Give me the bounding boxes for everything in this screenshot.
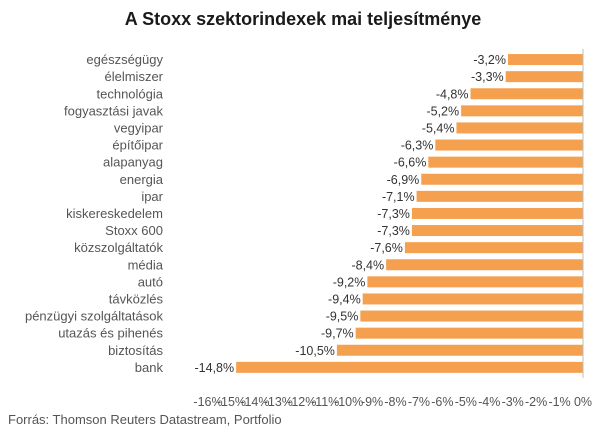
category-label: utazás és pihenés (58, 326, 163, 341)
category-label: építőipar (112, 138, 163, 153)
bar (508, 54, 583, 66)
bar (404, 242, 583, 254)
category-label: média (128, 257, 164, 272)
x-tick-label: -2% (525, 395, 547, 409)
x-tick-label: -6% (431, 395, 453, 409)
bar (470, 88, 583, 100)
value-label: -9,4% (328, 292, 361, 306)
value-label: -8,4% (351, 258, 384, 272)
value-label: -5,2% (426, 104, 459, 118)
x-tick-label: -3% (502, 395, 524, 409)
bar (236, 361, 583, 373)
x-tick-label: -12% (287, 395, 316, 409)
category-label: bank (135, 360, 164, 375)
category-label: egészségügy (86, 52, 163, 67)
bar (416, 190, 583, 202)
x-tick-label: -16% (193, 395, 222, 409)
value-label: -9,5% (326, 310, 359, 324)
bar (421, 173, 583, 185)
value-label: -6,3% (401, 139, 434, 153)
bar (386, 259, 583, 271)
bar (355, 327, 583, 339)
value-label: -10,5% (295, 344, 335, 358)
value-label: -3,2% (473, 53, 506, 67)
x-tick-label: -8% (384, 395, 406, 409)
x-tick-label: -7% (408, 395, 430, 409)
bar (367, 276, 583, 288)
bar (362, 293, 583, 305)
x-tick-label: -11% (311, 395, 339, 409)
value-label: -5,4% (422, 121, 455, 135)
category-label: távközlés (109, 291, 164, 306)
bar (411, 207, 583, 219)
value-label: -6,6% (394, 156, 427, 170)
bar (428, 156, 583, 168)
x-tick-label: -10% (334, 395, 363, 409)
value-label: -4,8% (436, 87, 469, 101)
value-label: -14,8% (195, 361, 235, 375)
category-label: biztosítás (108, 343, 163, 358)
category-label: technológia (97, 86, 164, 101)
value-label: -7,1% (382, 190, 415, 204)
x-tick-label: -4% (478, 395, 500, 409)
value-label: -9,2% (333, 275, 366, 289)
x-tick-label: -13% (264, 395, 293, 409)
category-label: élelmiszer (104, 69, 163, 84)
value-label: -7,3% (377, 207, 410, 221)
x-tick-label: -14% (240, 395, 269, 409)
value-label: -3,3% (471, 70, 504, 84)
chart-title: A Stoxx szektorindexek mai teljesítménye (124, 9, 482, 29)
category-label: pénzügyi szolgáltatások (25, 309, 164, 324)
x-tick-label: -15% (217, 395, 246, 409)
bar (435, 139, 583, 151)
x-tick-label: -1% (548, 395, 570, 409)
value-label: -6,9% (387, 173, 420, 187)
value-label: -7,3% (377, 224, 410, 238)
category-label: közszolgáltatók (74, 240, 163, 255)
bar (456, 122, 583, 134)
x-tick-label: -5% (455, 395, 477, 409)
category-label: kiskereskedelem (66, 206, 163, 221)
bar (411, 225, 583, 237)
source-note: Forrás: Thomson Reuters Datastream, Port… (8, 412, 282, 427)
category-label: ipar (141, 189, 163, 204)
value-label: -9,7% (321, 327, 354, 341)
bar (336, 344, 583, 356)
category-label: autó (138, 274, 163, 289)
x-tick-label: -9% (361, 395, 383, 409)
category-label: alapanyag (103, 155, 163, 170)
category-label: Stoxx 600 (105, 223, 163, 238)
bar (360, 310, 583, 322)
x-tick-label: 0% (574, 395, 592, 409)
value-label: -7,6% (370, 241, 403, 255)
bar (461, 105, 583, 117)
category-label: fogyasztási javak (64, 103, 163, 118)
bar (505, 71, 583, 83)
category-label: energia (120, 172, 164, 187)
category-label: vegyipar (114, 120, 164, 135)
